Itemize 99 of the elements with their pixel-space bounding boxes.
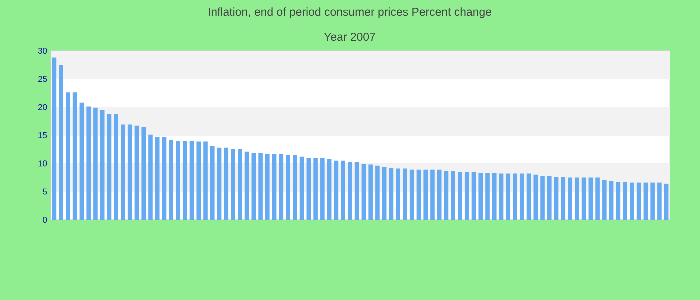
bar [66,92,70,220]
bar [396,168,400,220]
chart-title: Inflation, end of period consumer prices Percent change [209,8,492,18]
bar [472,172,476,220]
bar [286,155,290,220]
bar [568,178,572,220]
bar [320,158,325,220]
bar [334,160,339,220]
bar [162,137,167,220]
bar [94,108,98,220]
bar [107,114,112,220]
bar [252,152,256,220]
y-tick-label: 0 [43,217,48,223]
bar [300,156,304,220]
bar [664,184,669,220]
bar [650,182,655,220]
bar [362,164,366,220]
bar [547,176,552,220]
bar [176,141,180,220]
bar [389,168,394,220]
bar [182,141,188,220]
bar [306,158,312,220]
bar [575,178,580,220]
bar [293,155,298,220]
bar [616,182,621,220]
bar [644,182,648,220]
bar [52,58,57,220]
bar [155,137,160,220]
y-tick-label: 20 [38,104,48,110]
bar [376,166,380,220]
bar [231,149,236,220]
bar [100,110,105,220]
bar [588,178,594,220]
bar [609,181,614,220]
bar [314,158,318,220]
bar [59,65,64,220]
bar [437,170,442,220]
bar [623,182,628,220]
bar [86,106,91,220]
bar [121,124,126,220]
bar [630,182,634,220]
bar [190,141,194,220]
bar [204,142,208,220]
bar [72,92,78,220]
chart-subtitle: Year 2007 [324,32,376,42]
bar [451,170,456,220]
bar [526,174,532,220]
bar [272,154,277,220]
bar [658,182,662,220]
bar [169,140,174,220]
bar [142,127,146,220]
bar [513,174,518,220]
bar [499,174,504,220]
bar [430,170,435,220]
bar [224,148,229,220]
bar [506,174,511,220]
bar [258,152,263,220]
bar [148,134,153,220]
bar [464,172,470,220]
y-tick-label: 5 [43,188,48,195]
bar [128,124,132,220]
bar [486,173,490,220]
bar [217,148,222,220]
y-tick-label: 30 [38,48,48,54]
bar [196,142,202,220]
bar [327,159,332,220]
bar [416,170,422,220]
bar [210,146,215,220]
y-tick-label: 15 [38,132,48,138]
bar [403,168,408,220]
y-tick-label: 25 [38,76,48,82]
bar [458,172,462,220]
bar [341,160,346,220]
bar [80,102,84,220]
bar [636,182,642,220]
bar [348,162,352,220]
bar [424,170,428,220]
bar [554,177,559,220]
bar [492,173,497,220]
bar [410,170,414,220]
bar [354,162,360,220]
bar [444,170,449,220]
bar [540,176,545,220]
bar [368,164,373,220]
bar [561,177,566,220]
bar [596,178,600,220]
bar [534,174,538,220]
bar [134,126,140,220]
bar [266,154,270,220]
bar [244,152,250,220]
bar [279,154,284,220]
bar [478,173,484,220]
bar [602,180,607,220]
bar [582,178,586,220]
y-tick-label: 10 [38,160,48,167]
bar [382,167,387,220]
bar [114,114,118,220]
bar [238,149,242,220]
bar [520,174,524,220]
